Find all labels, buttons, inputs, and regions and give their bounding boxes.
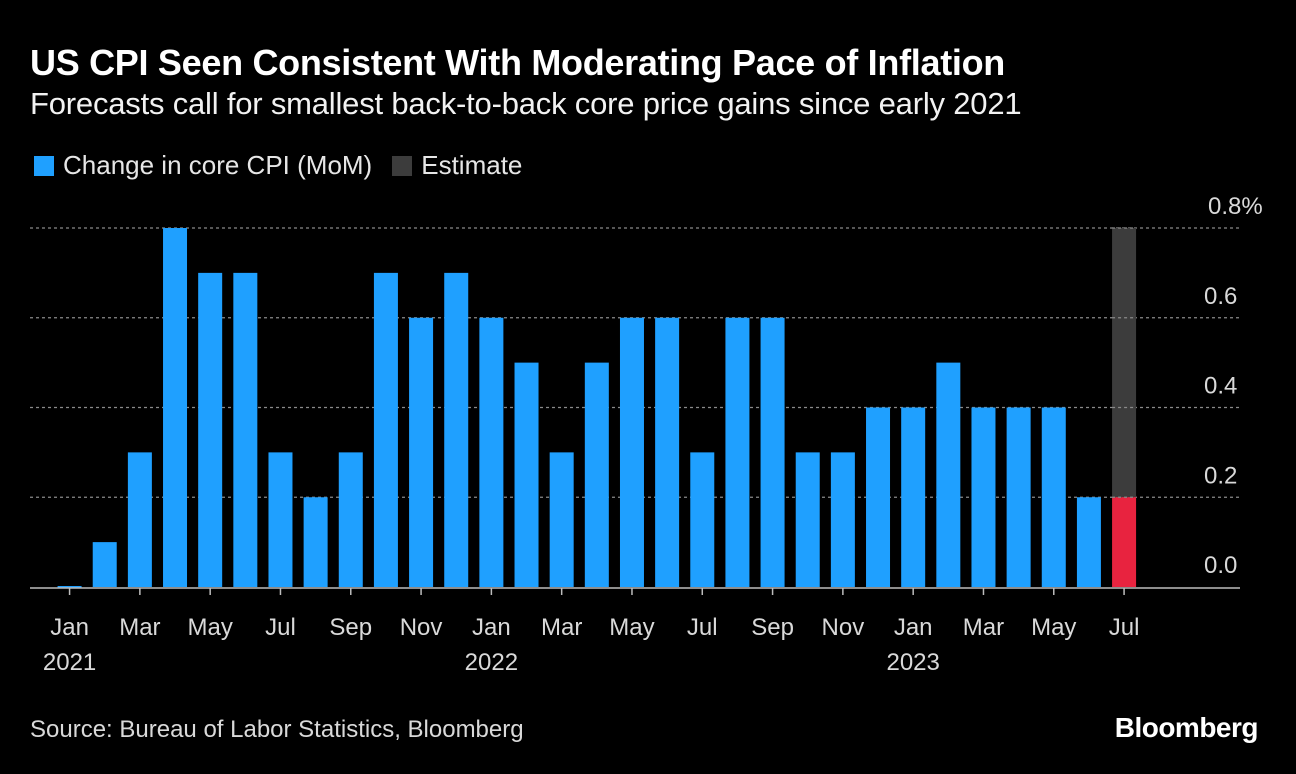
legend-item-core-cpi: Change in core CPI (MoM) xyxy=(34,150,372,181)
chart-subtitle: Forecasts call for smallest back-to-back… xyxy=(30,86,1022,121)
data-bar xyxy=(409,317,434,587)
data-bar xyxy=(373,272,398,587)
y-tick-label: 0.0 xyxy=(1204,552,1237,579)
chart-title: US CPI Seen Consistent With Moderating P… xyxy=(30,42,1005,83)
legend-item-estimate: Estimate xyxy=(392,150,522,181)
data-bar xyxy=(584,362,609,587)
data-bar xyxy=(233,272,258,587)
source-note: Source: Bureau of Labor Statistics, Bloo… xyxy=(30,716,524,743)
data-bar xyxy=(725,317,750,587)
x-tick-label: Jul xyxy=(265,614,296,641)
x-tick-label: Nov xyxy=(400,614,443,641)
x-tick-label: May xyxy=(609,614,654,641)
data-bar xyxy=(1041,407,1066,587)
legend-label-core-cpi: Change in core CPI (MoM) xyxy=(63,150,373,180)
x-tick-label: May xyxy=(1031,614,1076,641)
x-tick-year-label: 2021 xyxy=(43,649,96,676)
x-tick-label: Mar xyxy=(119,614,160,641)
data-bar xyxy=(690,452,715,587)
legend: Change in core CPI (MoM) Estimate xyxy=(34,150,542,181)
x-tick-label: Sep xyxy=(751,614,794,641)
x-tick-label: May xyxy=(188,614,233,641)
legend-label-estimate: Estimate xyxy=(421,150,523,180)
x-tick-label: Jul xyxy=(1109,614,1140,641)
legend-swatch-core-cpi xyxy=(34,155,54,176)
data-bar xyxy=(444,272,469,587)
x-tick-label: Jul xyxy=(687,614,718,641)
data-bar xyxy=(760,317,785,587)
estimate-bar xyxy=(1112,497,1137,587)
y-tick-label: 0.6 xyxy=(1204,283,1237,310)
data-bar xyxy=(795,452,820,587)
data-bar xyxy=(338,452,363,587)
x-tick-label: Jan xyxy=(50,614,89,641)
y-tick-label: 0.4 xyxy=(1204,373,1237,400)
data-bar xyxy=(549,452,574,587)
data-bar xyxy=(127,452,152,587)
x-tick-year-label: 2022 xyxy=(465,649,518,676)
data-bar xyxy=(479,317,504,587)
data-bar xyxy=(92,542,117,587)
x-tick-label: Jan xyxy=(894,614,933,641)
data-bar xyxy=(268,452,293,587)
data-bar xyxy=(619,317,644,587)
bloomberg-logo: Bloomberg xyxy=(1114,712,1259,743)
data-bar xyxy=(901,407,926,587)
data-bar xyxy=(830,452,855,587)
data-bar xyxy=(198,272,223,587)
data-bar xyxy=(1076,497,1101,587)
y-tick-label: 0.8% xyxy=(1208,193,1263,220)
data-bar xyxy=(936,362,961,587)
data-bar xyxy=(303,497,328,587)
data-bar xyxy=(57,586,82,588)
data-bar xyxy=(514,362,539,587)
data-bar xyxy=(655,317,680,587)
data-bar xyxy=(163,228,188,587)
y-tick-label: 0.2 xyxy=(1204,462,1237,489)
x-tick-label: Sep xyxy=(329,614,372,641)
x-tick-label: Jan xyxy=(472,614,511,641)
x-tick-label: Mar xyxy=(963,614,1004,641)
x-tick-label: Mar xyxy=(541,614,582,641)
estimate-range-bar xyxy=(1112,228,1137,498)
data-bar xyxy=(866,407,891,587)
data-bar xyxy=(971,407,996,587)
x-tick-year-label: 2023 xyxy=(886,649,939,676)
legend-swatch-estimate xyxy=(392,155,413,176)
x-tick-label: Nov xyxy=(822,614,865,641)
data-bar xyxy=(1006,407,1031,587)
